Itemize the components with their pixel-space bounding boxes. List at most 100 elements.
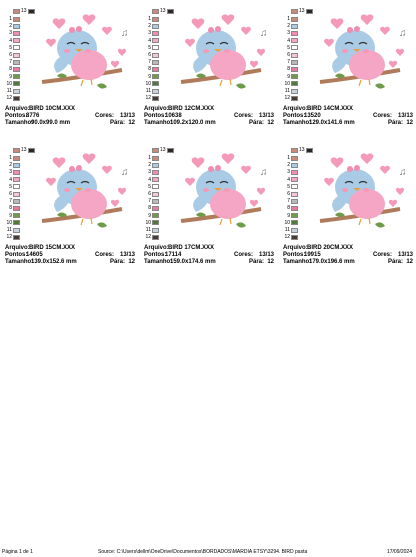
color-swatch: [291, 52, 298, 58]
swatch-number: 11: [284, 227, 290, 233]
field-value: BIRD 12CM.XXX: [168, 106, 215, 112]
color-swatch: [152, 234, 159, 240]
color-swatch: [13, 184, 20, 190]
swatch-number: 9: [287, 73, 290, 80]
swatch-number: 8: [287, 205, 290, 212]
swatch-number: 13: [160, 8, 166, 14]
field-label: Arquivo:: [5, 245, 30, 251]
swatch-number: 11: [6, 88, 12, 94]
field-label: Pontos:: [5, 113, 28, 119]
color-swatch: [13, 227, 20, 233]
svg-text:♫: ♫: [260, 28, 268, 39]
swatch-number: 12: [145, 95, 151, 102]
color-swatch: [152, 23, 159, 29]
design-cell: 13 1 2 3 4 5 6 7 8 9 10 11 12 ♫ Arquivo: BIRD 17CM.XX…: [144, 147, 278, 282]
svg-text:♫: ♫: [260, 167, 268, 178]
color-swatch: [13, 177, 20, 183]
color-swatch: [13, 23, 20, 29]
bird-image: ♫: [41, 14, 129, 89]
field-value: 179.0x196.6 mm: [309, 259, 355, 265]
color-swatch: [291, 234, 298, 240]
field-label: Cores:: [372, 113, 392, 119]
swatch-number: 5: [287, 183, 290, 190]
swatch-number: 9: [148, 212, 151, 219]
color-swatch: [152, 198, 159, 204]
design-cell: 13 1 2 3 4 5 6 7 8 9 10 11 12 ♫ Arquivo: BIRD 14CM.XX…: [283, 8, 416, 143]
bird-artwork: ♫: [315, 10, 415, 105]
color-swatch: [291, 227, 298, 233]
bird-image: ♫: [319, 14, 407, 89]
color-swatch: [13, 162, 20, 168]
swatch-number: 8: [287, 66, 290, 73]
swatch-number: 6: [9, 191, 12, 197]
design-cell: 13 1 2 3 4 5 6 7 8 9 10 11 12 ♫ Arquivo: BIRD 15CM.XX…: [5, 147, 139, 282]
swatch-number: 11: [6, 227, 12, 233]
field-label: Arquivo:: [144, 106, 169, 112]
field-label: Cores:: [233, 252, 253, 258]
bird-image: ♫: [319, 153, 407, 228]
field-label: Arquivo:: [144, 245, 169, 251]
color-swatch: [152, 30, 159, 36]
swatch-number: 12: [6, 234, 12, 241]
date: 17/09/2024: [386, 549, 412, 555]
color-swatch: [152, 162, 159, 168]
field-label: Arquivo:: [5, 106, 30, 112]
color-swatch: [13, 205, 20, 211]
field-value: 13/13: [258, 252, 274, 258]
bird-artwork: ♫: [315, 149, 415, 244]
swatch-number: 13: [299, 147, 305, 153]
swatch-number: 12: [284, 234, 290, 241]
swatch-number: 10: [145, 80, 151, 87]
color-swatch: [28, 148, 35, 153]
field-value: 10638: [165, 113, 182, 119]
field-label: Pára:: [248, 120, 264, 126]
swatch-number: 9: [287, 212, 290, 219]
color-swatch: [291, 169, 298, 175]
color-swatch: [152, 155, 159, 161]
swatch-number: 11: [145, 227, 151, 233]
field-label: Pára:: [109, 120, 125, 126]
field-value: 12: [267, 259, 274, 265]
color-swatch: [13, 220, 20, 226]
bird-artwork: ♫: [176, 10, 276, 105]
field-label: Arquivo:: [283, 106, 308, 112]
color-swatch: [152, 169, 159, 175]
color-swatch: [167, 148, 174, 153]
swatch-number: 3: [287, 169, 290, 176]
color-swatch: [152, 191, 159, 197]
color-swatch: [152, 38, 159, 44]
color-swatch: [291, 205, 298, 211]
source-path: Source: C:\Users\dellm\OneDrive\Document…: [98, 549, 308, 555]
color-swatch: [291, 88, 298, 94]
color-swatch: [13, 52, 20, 58]
swatch-number: 13: [160, 147, 166, 153]
svg-text:♫: ♫: [121, 167, 129, 178]
color-swatch: [152, 227, 159, 233]
color-swatch: [291, 66, 298, 72]
swatch-number: 2: [9, 162, 12, 169]
field-label: Cores:: [233, 113, 253, 119]
bird-artwork: ♫: [37, 10, 137, 105]
swatch-number: 6: [287, 191, 290, 197]
page-number: Página 1 de 1: [2, 549, 33, 555]
bird-image: ♫: [41, 153, 129, 228]
swatch-number: 6: [9, 52, 12, 58]
field-label: Pontos:: [283, 252, 306, 258]
field-label: Pára:: [248, 259, 264, 265]
swatch-number: 4: [148, 37, 151, 44]
svg-text:♫: ♫: [399, 28, 407, 39]
color-swatch: [13, 95, 20, 101]
color-swatch: [291, 74, 298, 80]
swatch-number: 4: [148, 176, 151, 183]
swatch-number: 12: [145, 234, 151, 241]
field-value: 14605: [26, 252, 43, 258]
swatch-number: 2: [287, 23, 290, 30]
color-swatch: [152, 148, 159, 153]
field-value: 90.0x99.0 mm: [31, 120, 71, 126]
swatch-number: 6: [287, 52, 290, 58]
field-label: Pontos:: [5, 252, 28, 258]
color-swatch: [13, 59, 20, 65]
color-swatch: [291, 213, 298, 219]
field-value: 17114: [165, 252, 182, 258]
